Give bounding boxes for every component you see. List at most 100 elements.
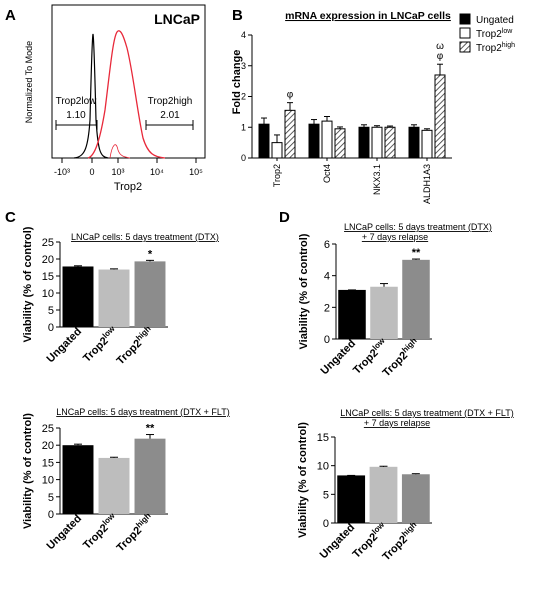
d2-y-tick-label: 0 (323, 518, 329, 530)
legend-swatch-trop2low (459, 27, 471, 39)
trop2high-gate (145, 120, 194, 130)
trop2low-histogram (73, 33, 109, 159)
d2-y-tick-label: 15 (317, 432, 329, 444)
histogram-panel: LNCaP Normalized To Mode Trop2 -10³ 0 10… (24, 4, 206, 193)
bar-nkx31-1 (371, 126, 383, 159)
bar-trop2-1 (271, 142, 283, 159)
d1-y-tick-label: 0 (324, 334, 330, 346)
c2-y-tick-label: 20 (42, 440, 54, 452)
x-tick-label: 0 (89, 167, 94, 177)
c1-y-tick-label: 0 (48, 322, 54, 334)
c1-bar-2 (134, 261, 166, 327)
panel-c1-title: LNCaP cells: 5 days treatment (DTX) (71, 232, 219, 242)
panel-letter-c: C (5, 209, 16, 226)
c1-y-tick-label: 25 (42, 237, 54, 249)
d2-ylabel: Viability (% of control) (297, 422, 309, 538)
bar-trop2-2 (284, 109, 296, 159)
x-tick-label: 10⁴ (150, 167, 164, 177)
bar-aldh1a3-0 (408, 126, 420, 159)
c2-bar-2 (134, 438, 166, 514)
panel-letter-d: D (279, 209, 290, 226)
b-y-tick-label: 4 (241, 30, 246, 40)
x-ticks (61, 158, 197, 163)
c2-bar-1 (98, 457, 130, 514)
d2-bar-0 (337, 475, 366, 523)
d1-y-tick-label: 2 (324, 302, 330, 314)
panel-c2-title: LNCaP cells: 5 days treatment (DTX + FLT… (56, 407, 229, 417)
c1-y-tick-label: 15 (42, 271, 54, 283)
c1-bar-1 (98, 269, 130, 327)
d2-y-tick-label: 5 (323, 489, 329, 501)
c1-ylabel: Viability (% of control) (22, 226, 34, 342)
significance-mark: φ (287, 90, 294, 101)
histogram-xlabel: Trop2 (114, 181, 142, 193)
c2-ylabel: Viability (% of control) (22, 413, 34, 529)
c1-y-tick-label: 20 (42, 254, 54, 266)
d1-y-tick-label: 4 (324, 271, 330, 283)
d2-bar-1 (369, 466, 398, 523)
bar-nkx31-2 (384, 126, 396, 159)
significance-mark: * (148, 248, 153, 260)
legend-swatch-trop2high (459, 41, 471, 53)
trop2low-gate-value: 1.10 (66, 110, 86, 121)
c2-y-tick-label: 25 (42, 423, 54, 435)
c1-y-tick-label: 10 (42, 288, 54, 300)
histogram-frame (51, 4, 206, 159)
c1-bar-label-2: Trop2high (113, 324, 156, 367)
x-tick-label: 10⁵ (189, 167, 203, 177)
trop2low-gate (55, 120, 98, 130)
c2-y-tick-label: 0 (48, 509, 54, 521)
histogram-ylabel: Normalized To Mode (24, 41, 34, 123)
x-tick-label: -10³ (54, 167, 70, 177)
b-y-tick-label: 2 (241, 92, 246, 102)
significance-mark: ω (436, 41, 444, 52)
panel-b-title: mRNA expression in LNCaP cells (285, 10, 451, 22)
c2-y-tick-label: 10 (42, 475, 54, 487)
legend: Ungated Trop2low Trop2high (459, 13, 515, 54)
c2-bar-label-2: Trop2high (113, 511, 156, 554)
d1-ylabel: Viability (% of control) (298, 233, 310, 349)
d1-y-tick-label: 6 (324, 239, 330, 251)
bar-oct4-1 (321, 120, 333, 159)
cell-line-label: LNCaP (154, 11, 200, 27)
b-x-tick-label: Trop2 (272, 164, 282, 187)
bar-oct4-0 (308, 123, 320, 159)
bar-nkx31-0 (358, 126, 370, 159)
panel-letter-b: B (232, 7, 243, 24)
legend-label-trop2low: Trop2low (476, 28, 513, 40)
x-tick-label: 10³ (111, 167, 124, 177)
d1-bar-0 (338, 289, 366, 339)
b-x-tick-label: NKX3.1 (372, 164, 382, 195)
panel-b-ylabel: Fold change (231, 50, 243, 115)
bar-oct4-2 (334, 128, 346, 159)
c2-y-tick-label: 5 (48, 492, 54, 504)
b-y-tick-label: 1 (241, 122, 246, 132)
d2-bar-2 (401, 474, 430, 523)
significance-mark: ** (412, 247, 421, 259)
trop2high-histogram-tail (109, 144, 131, 159)
d1-bar-2 (402, 259, 430, 339)
panel-d1-title: LNCaP cells: 5 days treatment (DTX) (344, 222, 492, 232)
c1-bar-0 (62, 266, 94, 327)
panel-d2-title: LNCaP cells: 5 days treatment (DTX + FLT… (340, 408, 513, 418)
bar-trop2-0 (258, 123, 270, 159)
trop2low-gate-label: Trop2low (56, 96, 98, 107)
c2-bar-0 (62, 445, 94, 514)
significance-mark: ** (146, 423, 155, 435)
trop2high-gate-value: 2.01 (160, 110, 180, 121)
d2-y-tick-label: 10 (317, 461, 329, 473)
legend-swatch-ungated (459, 13, 471, 25)
trop2high-histogram (87, 30, 166, 159)
b-x-tick-label: Oct4 (322, 164, 332, 183)
legend-label-trop2high: Trop2high (476, 42, 515, 54)
c2-y-tick-label: 15 (42, 457, 54, 469)
panel-d1-subtitle: + 7 days relapse (362, 232, 428, 242)
significance-mark: φ (437, 51, 444, 62)
b-x-tick-label: ALDH1A3 (422, 164, 432, 204)
d1-bar-1 (370, 286, 398, 339)
panel-d2-subtitle: + 7 days relapse (364, 418, 430, 428)
trop2high-gate-label: Trop2high (148, 96, 193, 107)
b-y-tick-label: 0 (241, 153, 246, 163)
